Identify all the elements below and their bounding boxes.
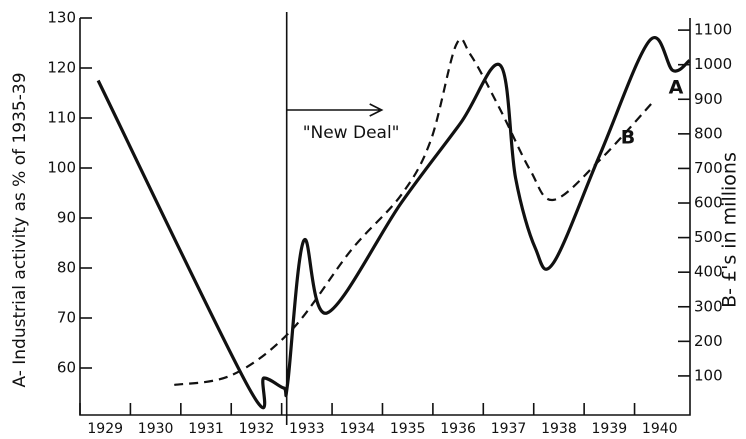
y2-tick-label: 200: [694, 332, 723, 350]
y2-tick-label: 900: [694, 90, 723, 108]
y-tick-label: 60: [57, 359, 76, 377]
x-tick-label: 1934: [339, 421, 375, 437]
y-tick-label: 110: [47, 109, 76, 127]
x-tick-label: 1937: [491, 421, 527, 437]
series-label: B: [621, 127, 635, 149]
y2-tick-label: 600: [694, 194, 723, 212]
y-tick-label: 120: [47, 59, 76, 77]
y2-tick-label: 1100: [694, 21, 732, 39]
y2-tick-label: 500: [694, 228, 723, 246]
y2-tick-label: 800: [694, 124, 723, 142]
y-tick-label: 70: [57, 309, 76, 327]
y-tick-label: 100: [47, 159, 76, 177]
x-tick-label: 1930: [138, 421, 174, 437]
x-tick-label: 1936: [440, 421, 476, 437]
y-tick-label: 80: [57, 259, 76, 277]
line-series: [174, 37, 656, 387]
axes-frame: [79, 18, 691, 416]
y2-tick-label: 400: [694, 263, 723, 281]
annotation: "New Deal": [303, 123, 400, 143]
x-tick-label: 1940: [642, 421, 678, 437]
x-tick-label: 1929: [87, 421, 123, 437]
line-series: [96, 36, 691, 410]
y-axis-label: A- Industrial activity as % of 1935-39: [10, 72, 30, 387]
y2-tick-label: 1000: [694, 55, 732, 73]
x-tick-label: 1938: [541, 421, 577, 437]
new-deal-arrow: [286, 103, 384, 117]
x-tick-label: 1932: [239, 421, 275, 437]
x-tick-label: 1933: [289, 421, 325, 437]
y-tick-label: 130: [47, 9, 76, 27]
y2-tick-label: 700: [694, 159, 723, 177]
x-tick-label: 1939: [592, 421, 628, 437]
y2-tick-label: 100: [694, 366, 723, 384]
x-tick-label: 1931: [188, 421, 224, 437]
y-tick-label: 90: [57, 209, 76, 227]
y2-axis-label: B- £'s in millions: [719, 152, 741, 308]
y2-tick-label: 300: [694, 297, 723, 315]
series-label: A: [669, 77, 684, 99]
x-tick-label: 1935: [390, 421, 426, 437]
